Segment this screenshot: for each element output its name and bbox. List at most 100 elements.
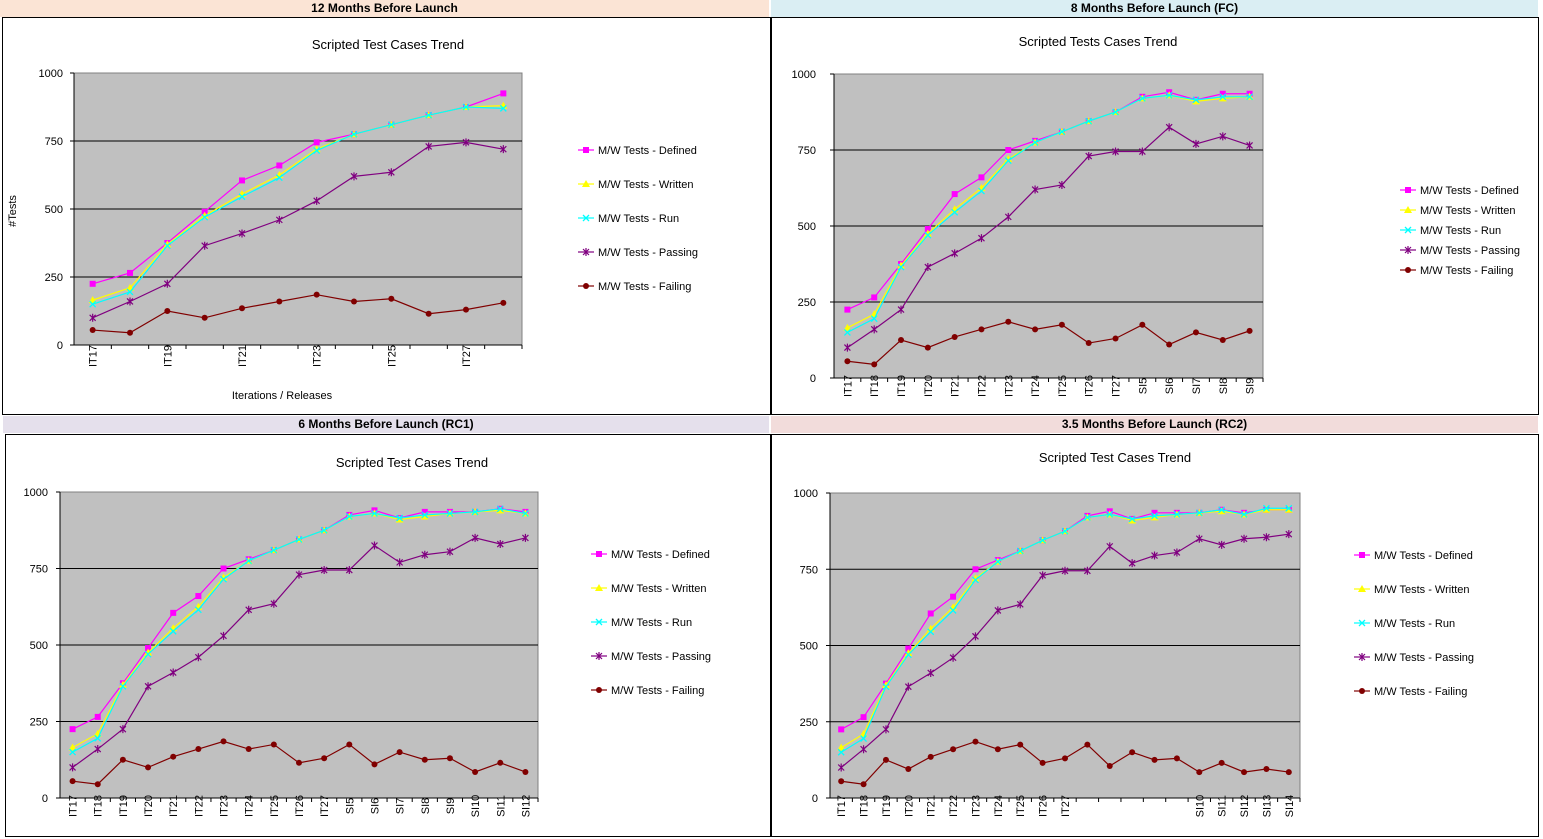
- data-point: [499, 104, 507, 112]
- data-point: [1058, 128, 1066, 136]
- data-point: [194, 606, 202, 614]
- chart-title: Scripted Tests Cases Trend: [1019, 34, 1178, 49]
- y-tick-label: 1000: [24, 487, 48, 499]
- x-tick-label: IT25: [1057, 375, 1069, 397]
- data-point: [500, 90, 507, 97]
- data-point: [927, 628, 935, 636]
- data-point: [1192, 96, 1200, 104]
- x-tick-label: IT19: [881, 795, 893, 817]
- data-point: [275, 215, 283, 224]
- legend-label: M/W Tests - Written: [1374, 584, 1470, 596]
- data-point: [838, 778, 845, 785]
- legend-marker: [1405, 187, 1411, 193]
- data-point: [201, 208, 208, 215]
- x-tick-label: IT17: [88, 345, 100, 367]
- data-point: [898, 337, 905, 343]
- legend-marker: [596, 687, 602, 693]
- chart-title: Scripted Test Cases Trend: [1039, 450, 1191, 465]
- data-point: [1263, 766, 1270, 773]
- legend-marker: [595, 584, 603, 591]
- data-point: [1062, 755, 1068, 762]
- data-point: [1285, 530, 1293, 539]
- legend-marker: [1358, 585, 1366, 592]
- data-point: [446, 755, 453, 762]
- data-point: [245, 605, 253, 614]
- data-point: [882, 683, 890, 691]
- legend-item: M/W Tests - Failing: [1400, 265, 1513, 277]
- x-tick-label: IT24: [1030, 375, 1042, 397]
- legend-item: M/W Tests - Defined: [1354, 550, 1473, 562]
- data-point: [1004, 157, 1012, 165]
- data-point: [905, 766, 912, 773]
- data-point: [905, 645, 912, 652]
- data-point: [1192, 329, 1199, 336]
- data-point: [1192, 139, 1200, 148]
- series-line: [847, 126, 1250, 349]
- data-point: [1138, 94, 1146, 102]
- data-point: [163, 279, 171, 288]
- y-tick-label: 750: [45, 136, 63, 148]
- data-point: [951, 191, 958, 198]
- data-point: [971, 574, 980, 582]
- x-tick-label: IT27: [319, 795, 331, 817]
- data-point: [1165, 123, 1173, 132]
- data-point: [270, 599, 278, 608]
- data-point: [239, 305, 245, 312]
- series-line: [92, 106, 504, 305]
- x-tick-label: IT27: [1111, 375, 1123, 397]
- data-point: [350, 172, 358, 181]
- data-point: [472, 768, 479, 775]
- data-point: [69, 748, 77, 756]
- y-tick-label: 500: [798, 221, 816, 233]
- legend-marker: [1405, 267, 1411, 273]
- legend-item: M/W Tests - Run: [591, 617, 692, 629]
- series-circle: [89, 291, 507, 336]
- data-point: [421, 756, 428, 763]
- data-point: [904, 682, 912, 691]
- data-point: [972, 576, 979, 584]
- legend-label: M/W Tests - Passing: [1374, 652, 1474, 664]
- legend-marker: [1359, 688, 1365, 694]
- legend-marker: [595, 618, 603, 626]
- data-point: [220, 631, 227, 640]
- data-point: [860, 781, 867, 788]
- x-tick-label: IT19: [118, 795, 130, 817]
- data-point: [127, 329, 133, 336]
- data-point: [994, 558, 1002, 566]
- series-star: [89, 138, 507, 322]
- data-point: [89, 280, 96, 287]
- y-tick-label: 250: [45, 272, 63, 284]
- data-point: [521, 509, 529, 517]
- data-point: [1106, 762, 1113, 769]
- legend-item: M/W Tests - Failing: [591, 685, 704, 697]
- data-point: [170, 609, 177, 616]
- y-tick-label: 750: [30, 564, 48, 576]
- data-point: [421, 511, 429, 519]
- data-point: [1061, 527, 1069, 535]
- data-point: [994, 746, 1001, 753]
- data-point: [238, 229, 246, 238]
- y-tick-label: 250: [30, 717, 48, 729]
- legend-label: M/W Tests - Defined: [1420, 185, 1519, 197]
- x-tick-label: IT19: [162, 345, 174, 367]
- data-point: [1085, 340, 1092, 347]
- x-tick-label: IT17: [836, 795, 848, 817]
- x-tick-label: IT26: [1084, 375, 1096, 397]
- legend-marker: [596, 551, 602, 557]
- chart-svg-3: Scripted Test Cases Trend 0 250 500 750 1000 I…: [794, 450, 1475, 818]
- data-point: [1128, 515, 1136, 523]
- x-tick-label: SI14: [1284, 795, 1296, 818]
- data-point: [924, 263, 932, 272]
- data-point: [1083, 513, 1091, 521]
- data-point: [1005, 147, 1012, 153]
- legend-item: M/W Tests - Defined: [1400, 185, 1519, 197]
- x-tick-label: IT21: [237, 345, 249, 367]
- data-point: [164, 308, 171, 314]
- series-line: [92, 294, 504, 334]
- data-point: [1262, 504, 1270, 512]
- data-point: [951, 333, 958, 340]
- x-tick-label: SI7: [395, 798, 407, 815]
- legend-label: M/W Tests - Defined: [598, 145, 697, 157]
- data-point: [838, 726, 845, 733]
- x-tick-label: SI11: [1217, 795, 1229, 817]
